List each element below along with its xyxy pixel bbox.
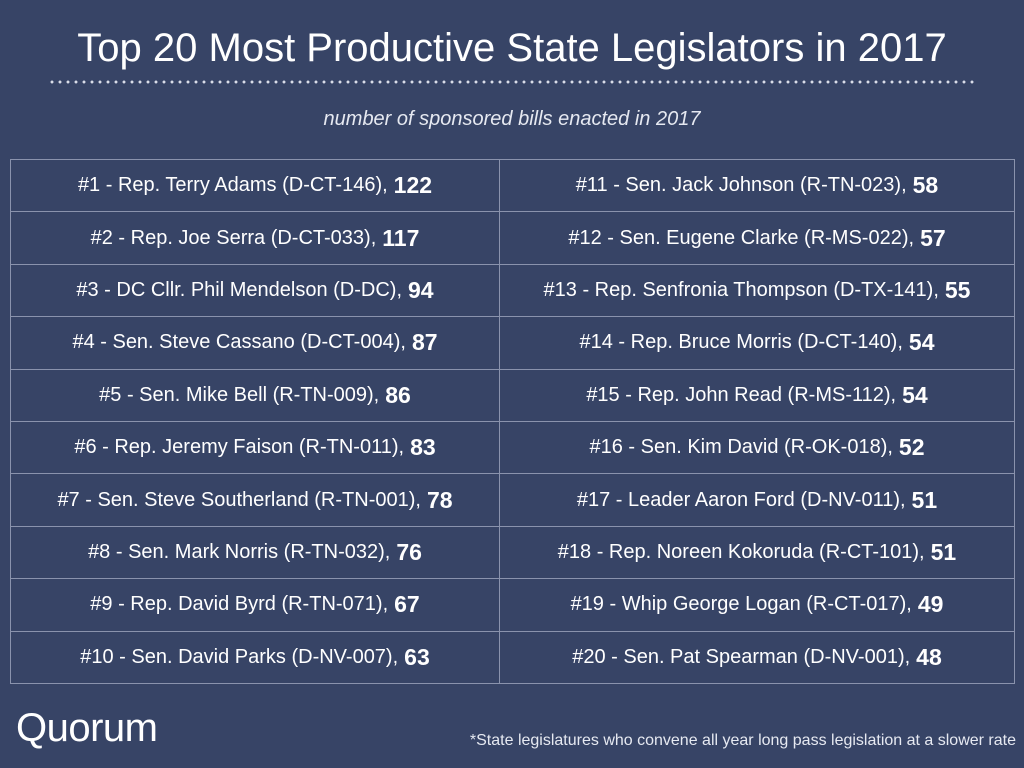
table-cell: #13 - Rep. Senfronia Thompson (D-TX-141)… bbox=[500, 264, 1015, 318]
table-cell: #2 - Rep. Joe Serra (D-CT-033), 117 bbox=[11, 212, 500, 265]
legislator-label: #18 - Rep. Noreen Kokoruda (R-CT-101), bbox=[557, 540, 925, 563]
bill-count: 52 bbox=[898, 434, 925, 461]
logo-text: Quorum bbox=[16, 706, 158, 750]
legislator-label: #7 - Sen. Steve Southerland (R-TN-001), bbox=[57, 488, 421, 511]
legislator-label: #16 - Sen. Kim David (R-OK-018), bbox=[589, 436, 893, 459]
bill-count: 78 bbox=[426, 486, 453, 513]
bill-count: 51 bbox=[911, 486, 938, 513]
table-cell: #8 - Sen. Mark Norris (R-TN-032), 76 bbox=[11, 526, 500, 580]
bill-count: 94 bbox=[408, 276, 434, 303]
table-cell: #7 - Sen. Steve Southerland (R-TN-001), 7… bbox=[11, 474, 500, 527]
bill-count: 54 bbox=[908, 329, 935, 356]
table-cell: #19 - Whip George Logan (R-CT-017), 49 bbox=[500, 579, 1015, 632]
bill-count: 58 bbox=[912, 172, 939, 199]
bill-count: 63 bbox=[404, 643, 430, 670]
legislator-label: #8 - Sen. Mark Norris (R-TN-032), bbox=[88, 540, 391, 563]
table-cell: #17 - Leader Aaron Ford (D-NV-011), 51 bbox=[500, 474, 1015, 527]
legislator-label: #1 - Rep. Terry Adams (D-CT-146), bbox=[77, 174, 388, 197]
legislator-label: #20 - Sen. Pat Spearman (D-NV-001), bbox=[572, 645, 911, 668]
legislator-label: #14 - Rep. Bruce Morris (D-CT-140), bbox=[579, 331, 903, 354]
bill-count: 49 bbox=[917, 591, 944, 618]
table-cell: #9 - Rep. David Byrd (R-TN-071), 67 bbox=[11, 579, 500, 632]
legislator-label: #10 - Sen. David Parks (D-NV-007), bbox=[80, 645, 399, 668]
table-cell: #11 - Sen. Jack Johnson (R-TN-023), 58 bbox=[500, 160, 1015, 213]
footnote: *State legislatures who convene all year… bbox=[469, 732, 1016, 749]
bill-count: 67 bbox=[394, 591, 420, 618]
legislator-label: #12 - Sen. Eugene Clarke (R-MS-022), bbox=[568, 226, 915, 249]
table-cell: #20 - Sen. Pat Spearman (D-NV-001), 48 bbox=[500, 631, 1015, 684]
legislator-label: #6 - Rep. Jeremy Faison (R-TN-011), bbox=[74, 436, 405, 459]
bill-count: 57 bbox=[920, 224, 946, 251]
table-cell: #16 - Sen. Kim David (R-OK-018), 52 bbox=[500, 421, 1015, 475]
table-cell: #14 - Rep. Bruce Morris (D-CT-140), 54 bbox=[500, 317, 1015, 370]
legislator-label: #4 - Sen. Steve Cassano (D-CT-004), bbox=[72, 331, 406, 354]
page-title: Top 20 Most Productive State Legislators… bbox=[77, 26, 947, 70]
page-subtitle: number of sponsored bills enacted in 201… bbox=[323, 108, 701, 130]
table-cell: #5 - Sen. Mike Bell (R-TN-009), 86 bbox=[11, 369, 500, 422]
legislator-label: #9 - Rep. David Byrd (R-TN-071), bbox=[90, 593, 389, 616]
table-cell: #18 - Rep. Noreen Kokoruda (R-CT-101), 51 bbox=[500, 526, 1015, 580]
legislator-label: #19 - Whip George Logan (R-CT-017), bbox=[570, 593, 912, 616]
table-cell: #1 - Rep. Terry Adams (D-CT-146), 122 bbox=[11, 160, 500, 213]
table-cell: #10 - Sen. David Parks (D-NV-007), 63 bbox=[11, 631, 500, 684]
legislator-label: #17 - Leader Aaron Ford (D-NV-011), bbox=[576, 488, 906, 511]
bill-count: 86 bbox=[385, 381, 411, 408]
table-cell: #3 - DC Cllr. Phil Mendelson (D-DC), 94 bbox=[11, 264, 500, 318]
bill-count: 51 bbox=[930, 538, 957, 565]
legislator-table: #1 - Rep. Terry Adams (D-CT-146), 122 #11 … bbox=[10, 159, 1015, 684]
legislator-label: #13 - Rep. Senfronia Thompson (D-TX-141)… bbox=[543, 278, 939, 301]
legislator-label: #5 - Sen. Mike Bell (R-TN-009), bbox=[99, 383, 380, 406]
table-cell: #4 - Sen. Steve Cassano (D-CT-004), 87 bbox=[11, 317, 500, 370]
legislator-label: #2 - Rep. Joe Serra (D-CT-033), bbox=[90, 226, 377, 249]
table-cell: #12 - Sen. Eugene Clarke (R-MS-022), 57 bbox=[500, 212, 1015, 265]
bill-count: 54 bbox=[902, 381, 928, 408]
legislator-label: #11 - Sen. Jack Johnson (R-TN-023), bbox=[575, 174, 907, 197]
dotted-divider bbox=[48, 80, 976, 84]
bill-count: 83 bbox=[410, 434, 436, 461]
bill-count: 55 bbox=[944, 276, 971, 303]
bill-count: 122 bbox=[393, 172, 433, 199]
table-cell: #6 - Rep. Jeremy Faison (R-TN-011), 83 bbox=[11, 421, 500, 475]
legislator-label: #3 - DC Cllr. Phil Mendelson (D-DC), bbox=[76, 278, 403, 301]
bill-count: 117 bbox=[382, 224, 420, 251]
bill-count: 48 bbox=[916, 643, 942, 670]
bill-count: 76 bbox=[396, 538, 422, 565]
quorum-logo: Quorum bbox=[16, 706, 158, 751]
bill-count: 87 bbox=[411, 329, 438, 356]
legislator-label: #15 - Rep. John Read (R-MS-112), bbox=[586, 383, 897, 406]
table-cell: #15 - Rep. John Read (R-MS-112), 54 bbox=[500, 369, 1015, 422]
